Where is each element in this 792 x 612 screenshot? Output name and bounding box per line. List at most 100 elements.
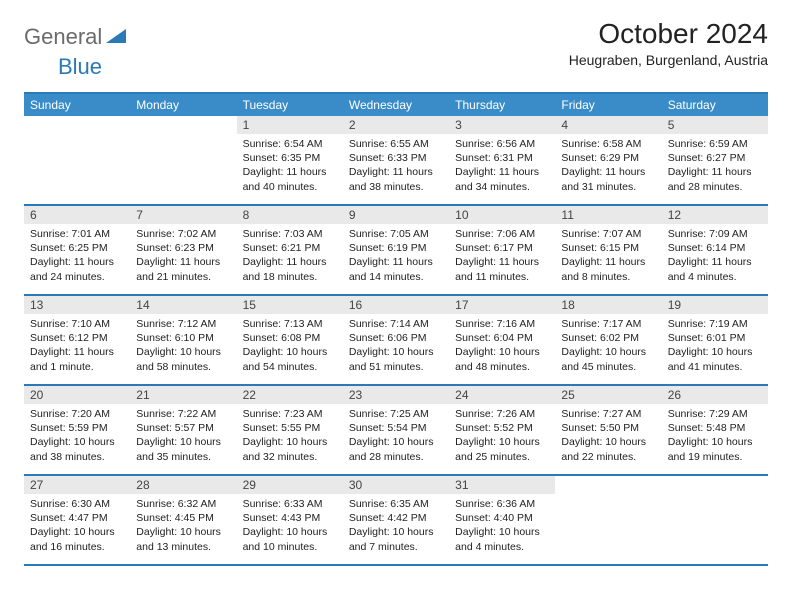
sunrise-text: Sunrise: 7:23 AM xyxy=(243,407,337,421)
daylight-text: Daylight: 10 hours and 7 minutes. xyxy=(349,525,443,553)
sunset-text: Sunset: 4:43 PM xyxy=(243,511,337,525)
sunrise-text: Sunrise: 6:59 AM xyxy=(668,137,762,151)
empty-cell xyxy=(24,116,130,204)
sunset-text: Sunset: 5:52 PM xyxy=(455,421,549,435)
daylight-text: Daylight: 10 hours and 41 minutes. xyxy=(668,345,762,373)
day-details: Sunrise: 7:27 AMSunset: 5:50 PMDaylight:… xyxy=(555,404,661,470)
sunset-text: Sunset: 6:25 PM xyxy=(30,241,124,255)
day-cell: 27Sunrise: 6:30 AMSunset: 4:47 PMDayligh… xyxy=(24,476,130,564)
sunset-text: Sunset: 4:45 PM xyxy=(136,511,230,525)
daylight-text: Daylight: 10 hours and 19 minutes. xyxy=(668,435,762,463)
sunset-text: Sunset: 6:01 PM xyxy=(668,331,762,345)
month-title: October 2024 xyxy=(569,18,768,50)
empty-cell xyxy=(555,476,661,564)
date-number: 19 xyxy=(662,296,768,314)
day-cell: 24Sunrise: 7:26 AMSunset: 5:52 PMDayligh… xyxy=(449,386,555,474)
sunrise-text: Sunrise: 6:58 AM xyxy=(561,137,655,151)
day-cell: 8Sunrise: 7:03 AMSunset: 6:21 PMDaylight… xyxy=(237,206,343,294)
daylight-text: Daylight: 11 hours and 31 minutes. xyxy=(561,165,655,193)
day-details: Sunrise: 6:59 AMSunset: 6:27 PMDaylight:… xyxy=(662,134,768,200)
sunset-text: Sunset: 5:59 PM xyxy=(30,421,124,435)
daylight-text: Daylight: 10 hours and 45 minutes. xyxy=(561,345,655,373)
sunrise-text: Sunrise: 7:19 AM xyxy=(668,317,762,331)
day-details: Sunrise: 7:20 AMSunset: 5:59 PMDaylight:… xyxy=(24,404,130,470)
sunrise-text: Sunrise: 6:35 AM xyxy=(349,497,443,511)
daylight-text: Daylight: 10 hours and 48 minutes. xyxy=(455,345,549,373)
day-cell: 12Sunrise: 7:09 AMSunset: 6:14 PMDayligh… xyxy=(662,206,768,294)
logo-word1: General xyxy=(24,24,102,50)
day-details: Sunrise: 7:22 AMSunset: 5:57 PMDaylight:… xyxy=(130,404,236,470)
day-cell: 2Sunrise: 6:55 AMSunset: 6:33 PMDaylight… xyxy=(343,116,449,204)
sunset-text: Sunset: 5:57 PM xyxy=(136,421,230,435)
sunset-text: Sunset: 6:08 PM xyxy=(243,331,337,345)
day-details: Sunrise: 6:55 AMSunset: 6:33 PMDaylight:… xyxy=(343,134,449,200)
calendar: SundayMondayTuesdayWednesdayThursdayFrid… xyxy=(24,92,768,566)
sunrise-text: Sunrise: 7:13 AM xyxy=(243,317,337,331)
daylight-text: Daylight: 11 hours and 4 minutes. xyxy=(668,255,762,283)
day-details: Sunrise: 7:25 AMSunset: 5:54 PMDaylight:… xyxy=(343,404,449,470)
sunset-text: Sunset: 6:12 PM xyxy=(30,331,124,345)
date-number: 13 xyxy=(24,296,130,314)
day-details: Sunrise: 6:32 AMSunset: 4:45 PMDaylight:… xyxy=(130,494,236,560)
sunrise-text: Sunrise: 7:26 AM xyxy=(455,407,549,421)
day-details: Sunrise: 6:56 AMSunset: 6:31 PMDaylight:… xyxy=(449,134,555,200)
sunset-text: Sunset: 6:21 PM xyxy=(243,241,337,255)
logo-word2: Blue xyxy=(58,54,102,79)
date-number: 20 xyxy=(24,386,130,404)
date-number: 5 xyxy=(662,116,768,134)
date-number: 7 xyxy=(130,206,236,224)
daylight-text: Daylight: 11 hours and 14 minutes. xyxy=(349,255,443,283)
sunset-text: Sunset: 6:35 PM xyxy=(243,151,337,165)
day-cell: 4Sunrise: 6:58 AMSunset: 6:29 PMDaylight… xyxy=(555,116,661,204)
date-number: 4 xyxy=(555,116,661,134)
sunset-text: Sunset: 5:50 PM xyxy=(561,421,655,435)
sunset-text: Sunset: 5:48 PM xyxy=(668,421,762,435)
sunset-text: Sunset: 4:47 PM xyxy=(30,511,124,525)
day-cell: 21Sunrise: 7:22 AMSunset: 5:57 PMDayligh… xyxy=(130,386,236,474)
day-details: Sunrise: 7:09 AMSunset: 6:14 PMDaylight:… xyxy=(662,224,768,290)
day-cell: 9Sunrise: 7:05 AMSunset: 6:19 PMDaylight… xyxy=(343,206,449,294)
date-number: 28 xyxy=(130,476,236,494)
daylight-text: Daylight: 11 hours and 34 minutes. xyxy=(455,165,549,193)
sunset-text: Sunset: 6:23 PM xyxy=(136,241,230,255)
date-number: 17 xyxy=(449,296,555,314)
date-number: 14 xyxy=(130,296,236,314)
sunset-text: Sunset: 6:31 PM xyxy=(455,151,549,165)
daylight-text: Daylight: 11 hours and 21 minutes. xyxy=(136,255,230,283)
sunset-text: Sunset: 6:04 PM xyxy=(455,331,549,345)
daylight-text: Daylight: 10 hours and 54 minutes. xyxy=(243,345,337,373)
sunrise-text: Sunrise: 6:32 AM xyxy=(136,497,230,511)
date-number: 2 xyxy=(343,116,449,134)
sunrise-text: Sunrise: 7:03 AM xyxy=(243,227,337,241)
date-number: 18 xyxy=(555,296,661,314)
day-details: Sunrise: 7:10 AMSunset: 6:12 PMDaylight:… xyxy=(24,314,130,380)
date-number: 29 xyxy=(237,476,343,494)
empty-cell xyxy=(662,476,768,564)
sunset-text: Sunset: 5:54 PM xyxy=(349,421,443,435)
sunset-text: Sunset: 6:10 PM xyxy=(136,331,230,345)
sunrise-text: Sunrise: 7:10 AM xyxy=(30,317,124,331)
day-cell: 31Sunrise: 6:36 AMSunset: 4:40 PMDayligh… xyxy=(449,476,555,564)
date-number: 24 xyxy=(449,386,555,404)
day-details: Sunrise: 6:36 AMSunset: 4:40 PMDaylight:… xyxy=(449,494,555,560)
sunset-text: Sunset: 6:33 PM xyxy=(349,151,443,165)
day-cell: 22Sunrise: 7:23 AMSunset: 5:55 PMDayligh… xyxy=(237,386,343,474)
day-cell: 6Sunrise: 7:01 AMSunset: 6:25 PMDaylight… xyxy=(24,206,130,294)
date-number: 6 xyxy=(24,206,130,224)
daylight-text: Daylight: 10 hours and 58 minutes. xyxy=(136,345,230,373)
day-cell: 13Sunrise: 7:10 AMSunset: 6:12 PMDayligh… xyxy=(24,296,130,384)
sunrise-text: Sunrise: 7:01 AM xyxy=(30,227,124,241)
daylight-text: Daylight: 11 hours and 40 minutes. xyxy=(243,165,337,193)
sunrise-text: Sunrise: 6:36 AM xyxy=(455,497,549,511)
date-number: 27 xyxy=(24,476,130,494)
day-cell: 17Sunrise: 7:16 AMSunset: 6:04 PMDayligh… xyxy=(449,296,555,384)
sunrise-text: Sunrise: 7:09 AM xyxy=(668,227,762,241)
daylight-text: Daylight: 10 hours and 51 minutes. xyxy=(349,345,443,373)
daylight-text: Daylight: 10 hours and 38 minutes. xyxy=(30,435,124,463)
sunrise-text: Sunrise: 7:06 AM xyxy=(455,227,549,241)
logo: General xyxy=(24,24,128,50)
day-cell: 26Sunrise: 7:29 AMSunset: 5:48 PMDayligh… xyxy=(662,386,768,474)
daylight-text: Daylight: 11 hours and 11 minutes. xyxy=(455,255,549,283)
day-header-cell: Tuesday xyxy=(237,94,343,116)
day-cell: 15Sunrise: 7:13 AMSunset: 6:08 PMDayligh… xyxy=(237,296,343,384)
